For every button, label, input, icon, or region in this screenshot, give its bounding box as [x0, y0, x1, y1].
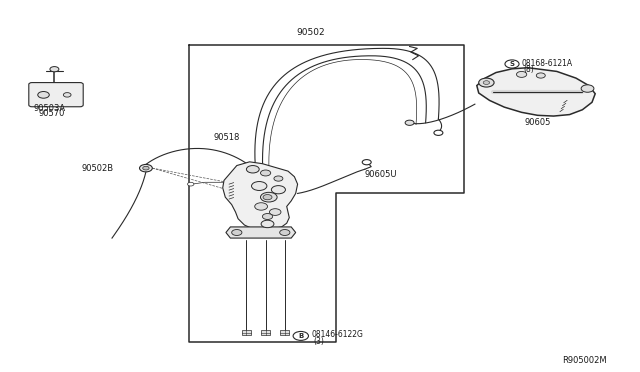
Circle shape	[516, 71, 527, 77]
Circle shape	[260, 192, 277, 202]
Circle shape	[505, 60, 519, 68]
Circle shape	[188, 182, 194, 186]
Polygon shape	[223, 162, 298, 230]
Circle shape	[293, 331, 308, 340]
Circle shape	[246, 166, 259, 173]
Circle shape	[262, 214, 273, 219]
Circle shape	[405, 120, 414, 125]
Polygon shape	[477, 68, 595, 116]
Bar	[261, 330, 270, 335]
Circle shape	[255, 203, 268, 210]
Text: 90605: 90605	[524, 118, 551, 126]
Circle shape	[434, 130, 443, 135]
Circle shape	[536, 73, 545, 78]
Text: R905002M: R905002M	[562, 356, 607, 365]
Circle shape	[50, 67, 59, 72]
Circle shape	[269, 209, 281, 215]
Text: 90518: 90518	[213, 133, 239, 142]
Circle shape	[252, 182, 267, 190]
Circle shape	[263, 195, 272, 200]
Circle shape	[271, 186, 285, 194]
Bar	[280, 330, 289, 335]
Circle shape	[261, 220, 274, 228]
Circle shape	[274, 176, 283, 181]
Circle shape	[483, 81, 490, 84]
FancyBboxPatch shape	[29, 83, 83, 107]
Text: B: B	[298, 333, 303, 339]
Text: (8): (8)	[524, 65, 534, 74]
Text: 90605U: 90605U	[365, 170, 397, 179]
Text: 90503A: 90503A	[33, 104, 65, 113]
Circle shape	[260, 170, 271, 176]
Text: 08168-6121A: 08168-6121A	[522, 59, 573, 68]
Polygon shape	[226, 227, 296, 238]
Text: 08146-6122G: 08146-6122G	[311, 330, 363, 339]
Text: 90502B: 90502B	[82, 164, 114, 173]
Circle shape	[140, 164, 152, 172]
Circle shape	[232, 230, 242, 235]
Circle shape	[143, 166, 149, 170]
Circle shape	[479, 78, 494, 87]
Text: 90570: 90570	[38, 109, 65, 118]
Text: (3): (3)	[314, 337, 324, 346]
Text: 90502: 90502	[296, 28, 324, 37]
Text: S: S	[509, 61, 515, 67]
Bar	[242, 330, 251, 335]
Circle shape	[362, 160, 371, 165]
Circle shape	[280, 230, 290, 235]
Circle shape	[63, 93, 71, 97]
Circle shape	[581, 85, 594, 92]
Circle shape	[38, 92, 49, 98]
